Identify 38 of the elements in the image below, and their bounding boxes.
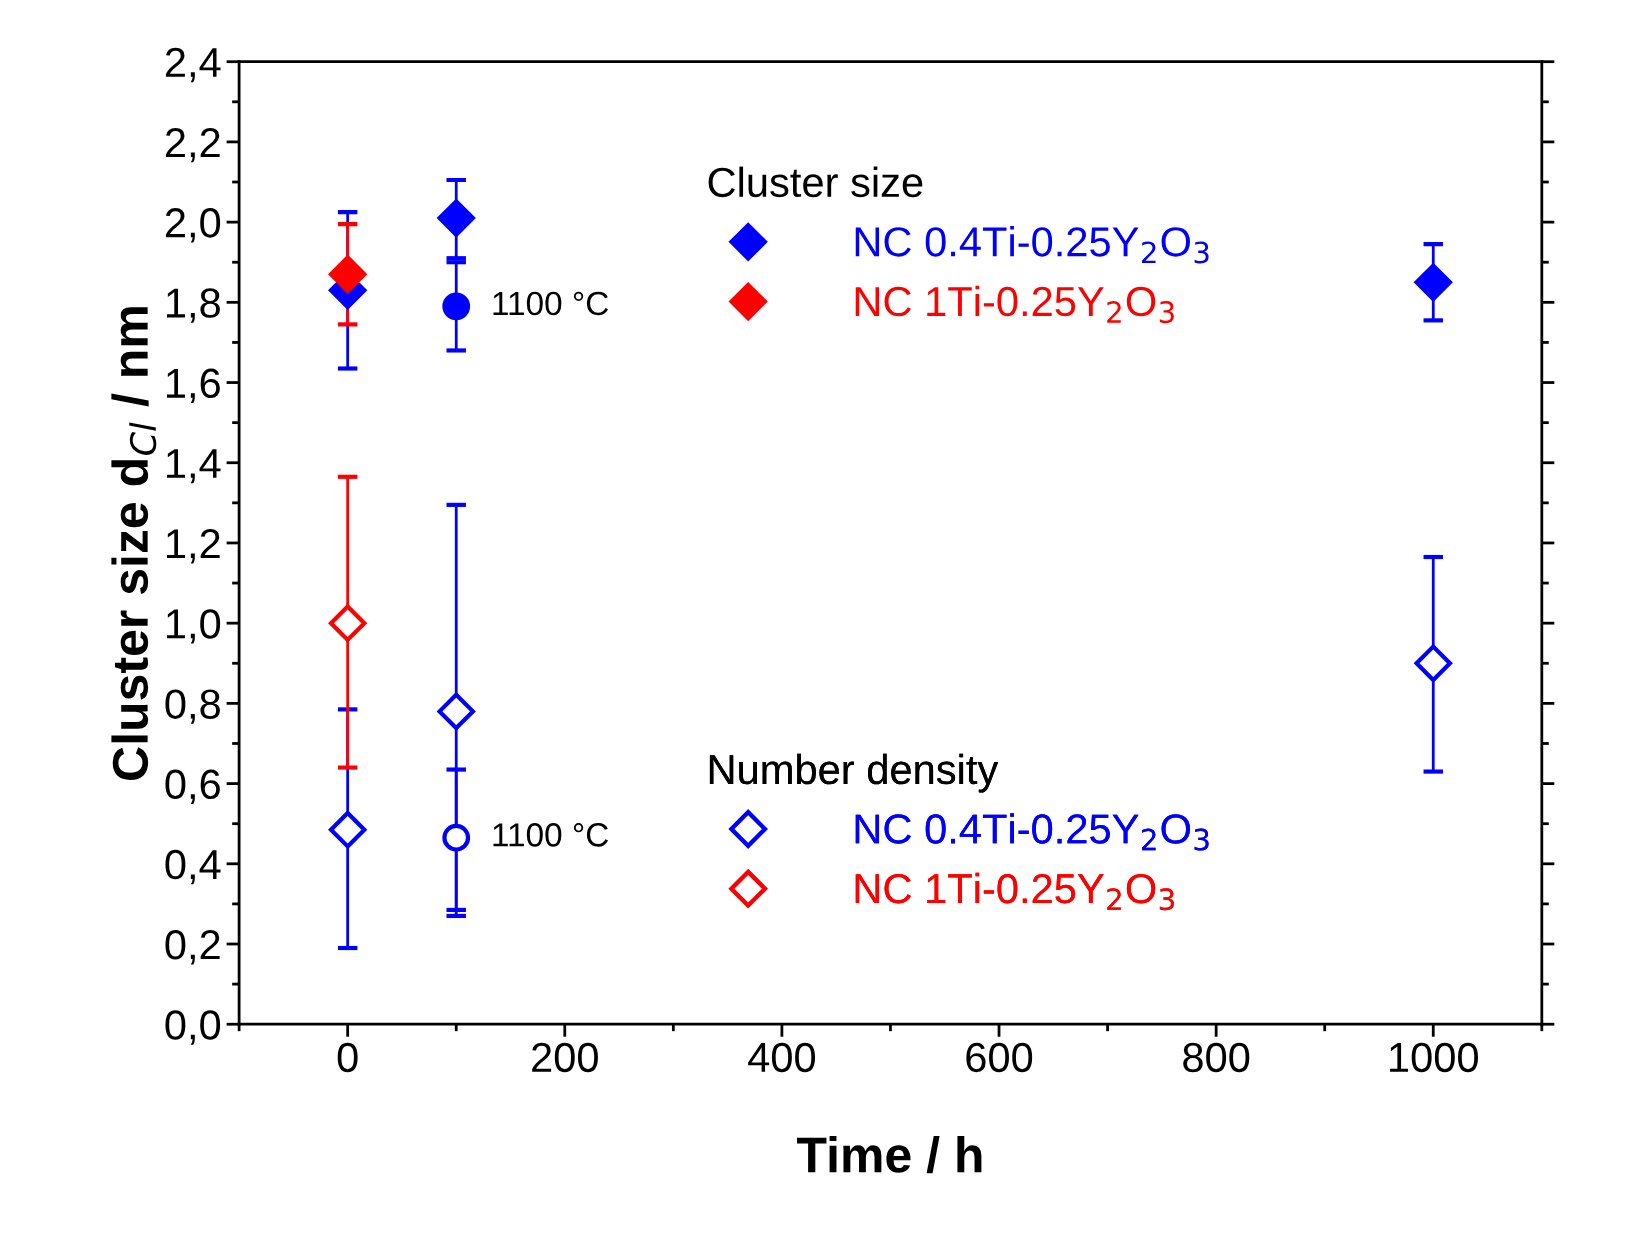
point <box>328 604 367 642</box>
y-tick-label: 2,4 <box>165 47 221 83</box>
annotation: 1100 °C <box>493 823 609 847</box>
x-tick-label: 600 <box>966 1042 1033 1073</box>
x-tick-label: 400 <box>748 1042 816 1073</box>
x-axis-title: Time / h <box>797 1135 982 1174</box>
y-tick-label: 1,0 <box>167 609 221 644</box>
point <box>1414 644 1453 683</box>
y-tick-label: 0,0 <box>165 1010 221 1045</box>
legend-label: NC 1Ti-0.25Y$_{2}$O$_{3}$ <box>855 872 1174 911</box>
y-axis-title: Cluster size d$_{Cl}$ / nm <box>111 307 157 780</box>
y-tick-label: 2,2 <box>165 127 220 163</box>
point <box>437 692 476 731</box>
x-tick-label: 1000 <box>1390 1042 1478 1073</box>
annotation: Number density <box>709 753 999 793</box>
point <box>442 823 471 852</box>
y-tick-label: 1,6 <box>167 368 220 403</box>
y-tick-label: 2,0 <box>165 208 221 243</box>
x-tick-label: 200 <box>532 1042 598 1073</box>
point <box>442 292 471 321</box>
y-tick-label: 0,8 <box>165 689 220 724</box>
x-tick-label: 800 <box>1183 1042 1250 1073</box>
y-tick-label: 1,8 <box>167 288 220 323</box>
y-tick-label: 1,2 <box>167 528 220 564</box>
x-tick-label: 0 <box>337 1042 358 1073</box>
annotation: Cluster size <box>708 166 923 198</box>
y-tick-label: 0,4 <box>165 849 221 885</box>
legend-label: NC 1Ti-0.25Y$_{2}$O$_{3}$ <box>855 285 1174 324</box>
point <box>1414 263 1453 302</box>
y-tick-label: 1,4 <box>167 449 221 484</box>
legend-label: NC 0.4Ti-0.25Y$_{2}$O$_{3}$ <box>855 813 1209 851</box>
y-tick-label: 0,6 <box>165 769 220 805</box>
legend-label: NC 0.4Ti-0.25Y$_{2}$O$_{3}$ <box>855 226 1209 264</box>
point <box>328 255 367 294</box>
y-tick-label: 0,2 <box>165 930 220 965</box>
point <box>437 199 476 237</box>
annotation: 1100 °C <box>493 291 609 316</box>
point <box>328 810 367 849</box>
